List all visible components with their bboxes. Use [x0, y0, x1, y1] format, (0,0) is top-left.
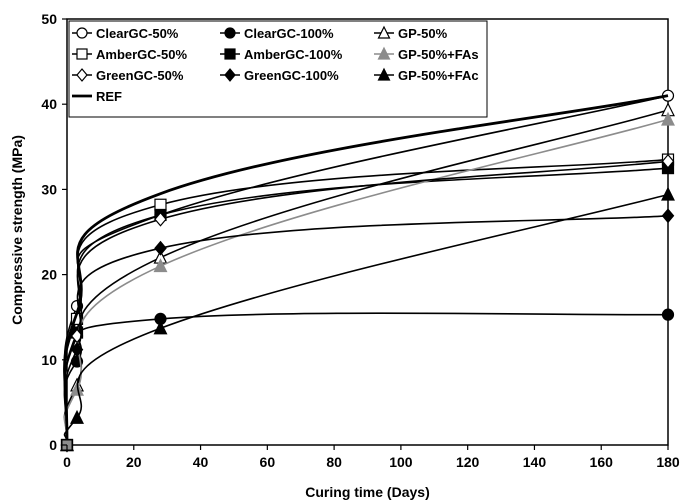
data-point-diamond — [154, 211, 167, 227]
legend-item: AmberGC-100% — [220, 47, 343, 62]
legend-item: ClearGC-100% — [220, 26, 334, 41]
series-line — [63, 94, 669, 446]
data-point-triangle — [70, 381, 84, 396]
series-GP-50% — [60, 102, 675, 452]
data-point-diamond — [661, 208, 675, 224]
data-point-circle — [224, 27, 236, 39]
data-point-triangle — [153, 320, 168, 335]
series-AmberGC-50% — [60, 153, 675, 452]
y-tick-label: 50 — [41, 11, 57, 27]
legend-label: AmberGC-100% — [244, 47, 343, 62]
legend-label: GreenGC-50% — [96, 68, 184, 83]
x-tick-label: 120 — [456, 454, 480, 470]
data-point-circle — [76, 27, 88, 39]
data-point-triangle — [377, 46, 391, 60]
series-line — [63, 160, 669, 446]
series-line — [63, 94, 669, 446]
series-line — [63, 109, 669, 446]
legend-label: ClearGC-100% — [244, 26, 334, 41]
series-line — [63, 312, 669, 446]
series-GP-50%+FAs — [60, 111, 675, 452]
series-REF — [63, 94, 669, 446]
data-point-triangle — [377, 25, 391, 39]
y-tick-label: 30 — [41, 181, 57, 197]
x-tick-label: 0 — [63, 454, 71, 470]
series-GreenGC-50% — [60, 153, 675, 453]
legend-label: ClearGC-50% — [96, 26, 179, 41]
series-line — [63, 215, 669, 446]
legend-label: GP-50%+FAc — [398, 68, 479, 83]
data-point-diamond — [224, 68, 236, 82]
x-tick-label: 20 — [126, 454, 142, 470]
legend-label: AmberGC-50% — [96, 47, 187, 62]
series-AmberGC-100% — [60, 162, 675, 452]
x-tick-label: 60 — [260, 454, 276, 470]
data-point-triangle — [153, 258, 168, 273]
legend-item: GP-50%+FAc — [374, 67, 479, 83]
legend-label: GP-50% — [398, 26, 448, 41]
x-tick-label: 180 — [656, 454, 680, 470]
legend-box — [68, 20, 488, 118]
legend-label: REF — [96, 89, 122, 104]
y-tick-label: 0 — [49, 437, 57, 453]
series-line — [63, 193, 669, 446]
y-axis-title: Compressive strength (MPa) — [9, 135, 25, 325]
legend-item: ClearGC-50% — [72, 26, 179, 41]
data-point-diamond — [154, 240, 167, 256]
y-tick-label: 10 — [41, 352, 57, 368]
x-axis-title: Curing time (Days) — [305, 484, 429, 500]
data-point-diamond — [70, 342, 84, 358]
legend-item: GreenGC-100% — [220, 68, 339, 83]
x-tick-label: 100 — [389, 454, 413, 470]
data-point-triangle — [70, 409, 84, 424]
legend-item: GP-50%+FAs — [374, 46, 479, 62]
data-point-diamond — [76, 68, 88, 82]
x-tick-label: 80 — [326, 454, 342, 470]
legend-item: REF — [72, 89, 122, 104]
x-tick-label: 140 — [523, 454, 547, 470]
data-point-diamond — [661, 153, 675, 169]
data-point-square — [76, 48, 88, 60]
y-tick-label: 40 — [41, 96, 57, 112]
legend-label: GreenGC-100% — [244, 68, 339, 83]
series-line — [63, 118, 669, 446]
legend-item: GreenGC-50% — [72, 68, 184, 83]
data-point-triangle — [661, 111, 675, 126]
legend-item: AmberGC-50% — [72, 47, 187, 62]
data-point-circle — [661, 308, 675, 321]
data-point-triangle — [377, 67, 391, 81]
x-tick-label: 40 — [193, 454, 209, 470]
y-tick-label: 20 — [41, 267, 57, 283]
series-layer — [60, 89, 675, 453]
plot-area — [66, 18, 669, 446]
x-tick-label: 160 — [590, 454, 614, 470]
legend-item: GP-50% — [374, 25, 448, 41]
data-point-square — [224, 48, 236, 60]
ticks-layer: 0 20 40 60 80 100 120 140 160 180 0 10 20 30 40 50 — [41, 11, 679, 470]
legend-label: GP-50%+FAs — [398, 47, 479, 62]
data-point-triangle — [661, 186, 675, 201]
data-point-square — [154, 198, 167, 211]
legend: ClearGC-50% ClearGC-100% GP-50% AmberGC-50%… — [68, 20, 488, 118]
